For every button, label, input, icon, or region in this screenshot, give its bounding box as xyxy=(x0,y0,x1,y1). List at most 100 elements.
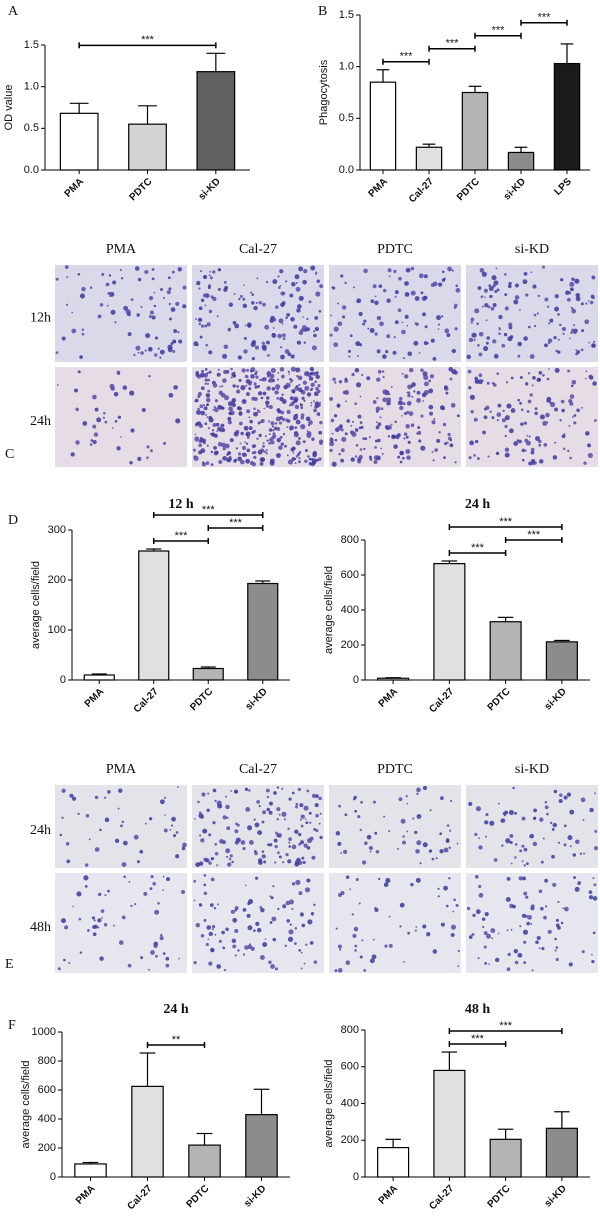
stained-cell xyxy=(165,956,170,961)
stained-cell xyxy=(505,896,511,902)
micrograph-bg xyxy=(55,873,187,973)
stained-cell xyxy=(288,845,292,848)
stained-cell xyxy=(331,461,337,467)
stained-cell xyxy=(386,334,391,339)
micrograph-bg xyxy=(329,265,461,362)
stained-cell xyxy=(523,336,528,341)
stained-cell xyxy=(68,961,71,964)
stained-cell xyxy=(344,378,349,383)
stained-cell xyxy=(295,879,301,885)
stained-cell xyxy=(251,356,256,361)
stained-cell xyxy=(105,282,110,287)
stained-cell xyxy=(378,877,381,881)
stained-cell xyxy=(335,831,341,836)
stained-cell xyxy=(569,281,575,287)
stained-cell xyxy=(403,411,408,416)
stained-cell xyxy=(380,407,384,411)
stained-cell xyxy=(376,377,381,382)
stained-cell xyxy=(219,385,221,388)
stained-cell xyxy=(234,954,237,957)
stained-cell xyxy=(422,400,424,402)
stained-cell xyxy=(568,398,573,404)
stained-cell xyxy=(311,913,314,916)
stained-cell xyxy=(122,385,128,390)
stained-cell xyxy=(593,340,596,343)
stained-cell xyxy=(564,906,569,912)
stained-cell xyxy=(279,367,285,372)
y-tick-label: 0 xyxy=(353,1171,359,1183)
stained-cell xyxy=(248,416,251,419)
stained-cell xyxy=(286,409,291,415)
y-axis-label: average cells/field xyxy=(323,566,335,654)
stained-cell xyxy=(255,375,259,379)
stained-cell xyxy=(203,873,207,877)
column-label: Cal-27 xyxy=(239,242,277,257)
stained-cell xyxy=(553,336,557,340)
stained-cell xyxy=(524,449,527,452)
stained-cell xyxy=(277,907,280,911)
stained-cell xyxy=(546,399,550,403)
stained-cell xyxy=(193,341,199,347)
stained-cell xyxy=(227,451,231,455)
stained-cell xyxy=(318,457,322,461)
stained-cell xyxy=(430,338,435,343)
stained-cell xyxy=(569,845,572,848)
stained-cell xyxy=(204,382,207,385)
stained-cell xyxy=(385,877,391,884)
stained-cell xyxy=(153,304,157,308)
stained-cell xyxy=(565,290,570,295)
stained-cell xyxy=(491,937,494,940)
stained-cell xyxy=(509,833,514,838)
stained-cell xyxy=(197,395,201,399)
stained-cell xyxy=(312,450,317,456)
stained-cell xyxy=(483,288,488,293)
stained-cell xyxy=(451,269,454,272)
stained-cell xyxy=(294,426,298,430)
stained-cell xyxy=(317,403,321,407)
stained-cell xyxy=(226,826,231,831)
stained-cell xyxy=(226,457,232,463)
micrograph xyxy=(55,367,187,467)
stained-cell xyxy=(288,377,292,381)
stained-cell xyxy=(506,967,511,972)
stained-cell xyxy=(284,349,290,354)
stained-cell xyxy=(298,860,303,866)
stained-cell xyxy=(265,402,268,406)
stained-cell xyxy=(569,809,575,815)
stained-cell xyxy=(434,448,438,452)
y-tick-label: 400 xyxy=(341,1097,359,1109)
stained-cell xyxy=(236,389,241,394)
stained-cell xyxy=(291,844,297,850)
stained-cell xyxy=(394,295,397,298)
stained-cell xyxy=(504,452,510,458)
stained-cell xyxy=(429,411,434,416)
bar xyxy=(489,621,522,681)
stained-cell xyxy=(243,284,245,287)
stained-cell xyxy=(569,456,572,460)
stained-cell xyxy=(345,875,350,879)
stained-cell xyxy=(394,290,399,295)
stained-cell xyxy=(391,434,396,440)
stained-cell xyxy=(449,377,453,381)
stained-cell xyxy=(97,918,102,923)
stained-cell xyxy=(133,353,136,357)
stained-cell xyxy=(137,456,142,462)
stained-cell xyxy=(384,944,388,948)
stained-cell xyxy=(279,435,283,439)
stained-cell xyxy=(170,307,176,312)
bar xyxy=(433,563,466,681)
stained-cell xyxy=(542,265,546,269)
stained-cell xyxy=(256,799,261,804)
stained-cell xyxy=(254,372,258,376)
stained-cell xyxy=(340,448,345,453)
micrograph xyxy=(192,366,324,467)
stained-cell xyxy=(483,931,488,936)
stained-cell xyxy=(297,437,301,440)
stained-cell xyxy=(560,278,564,282)
stained-cell xyxy=(289,425,294,431)
stained-cell xyxy=(238,411,243,416)
stained-cell xyxy=(230,367,233,371)
stained-cell xyxy=(298,949,301,952)
significance-label: *** xyxy=(538,12,552,24)
stained-cell xyxy=(282,337,286,341)
